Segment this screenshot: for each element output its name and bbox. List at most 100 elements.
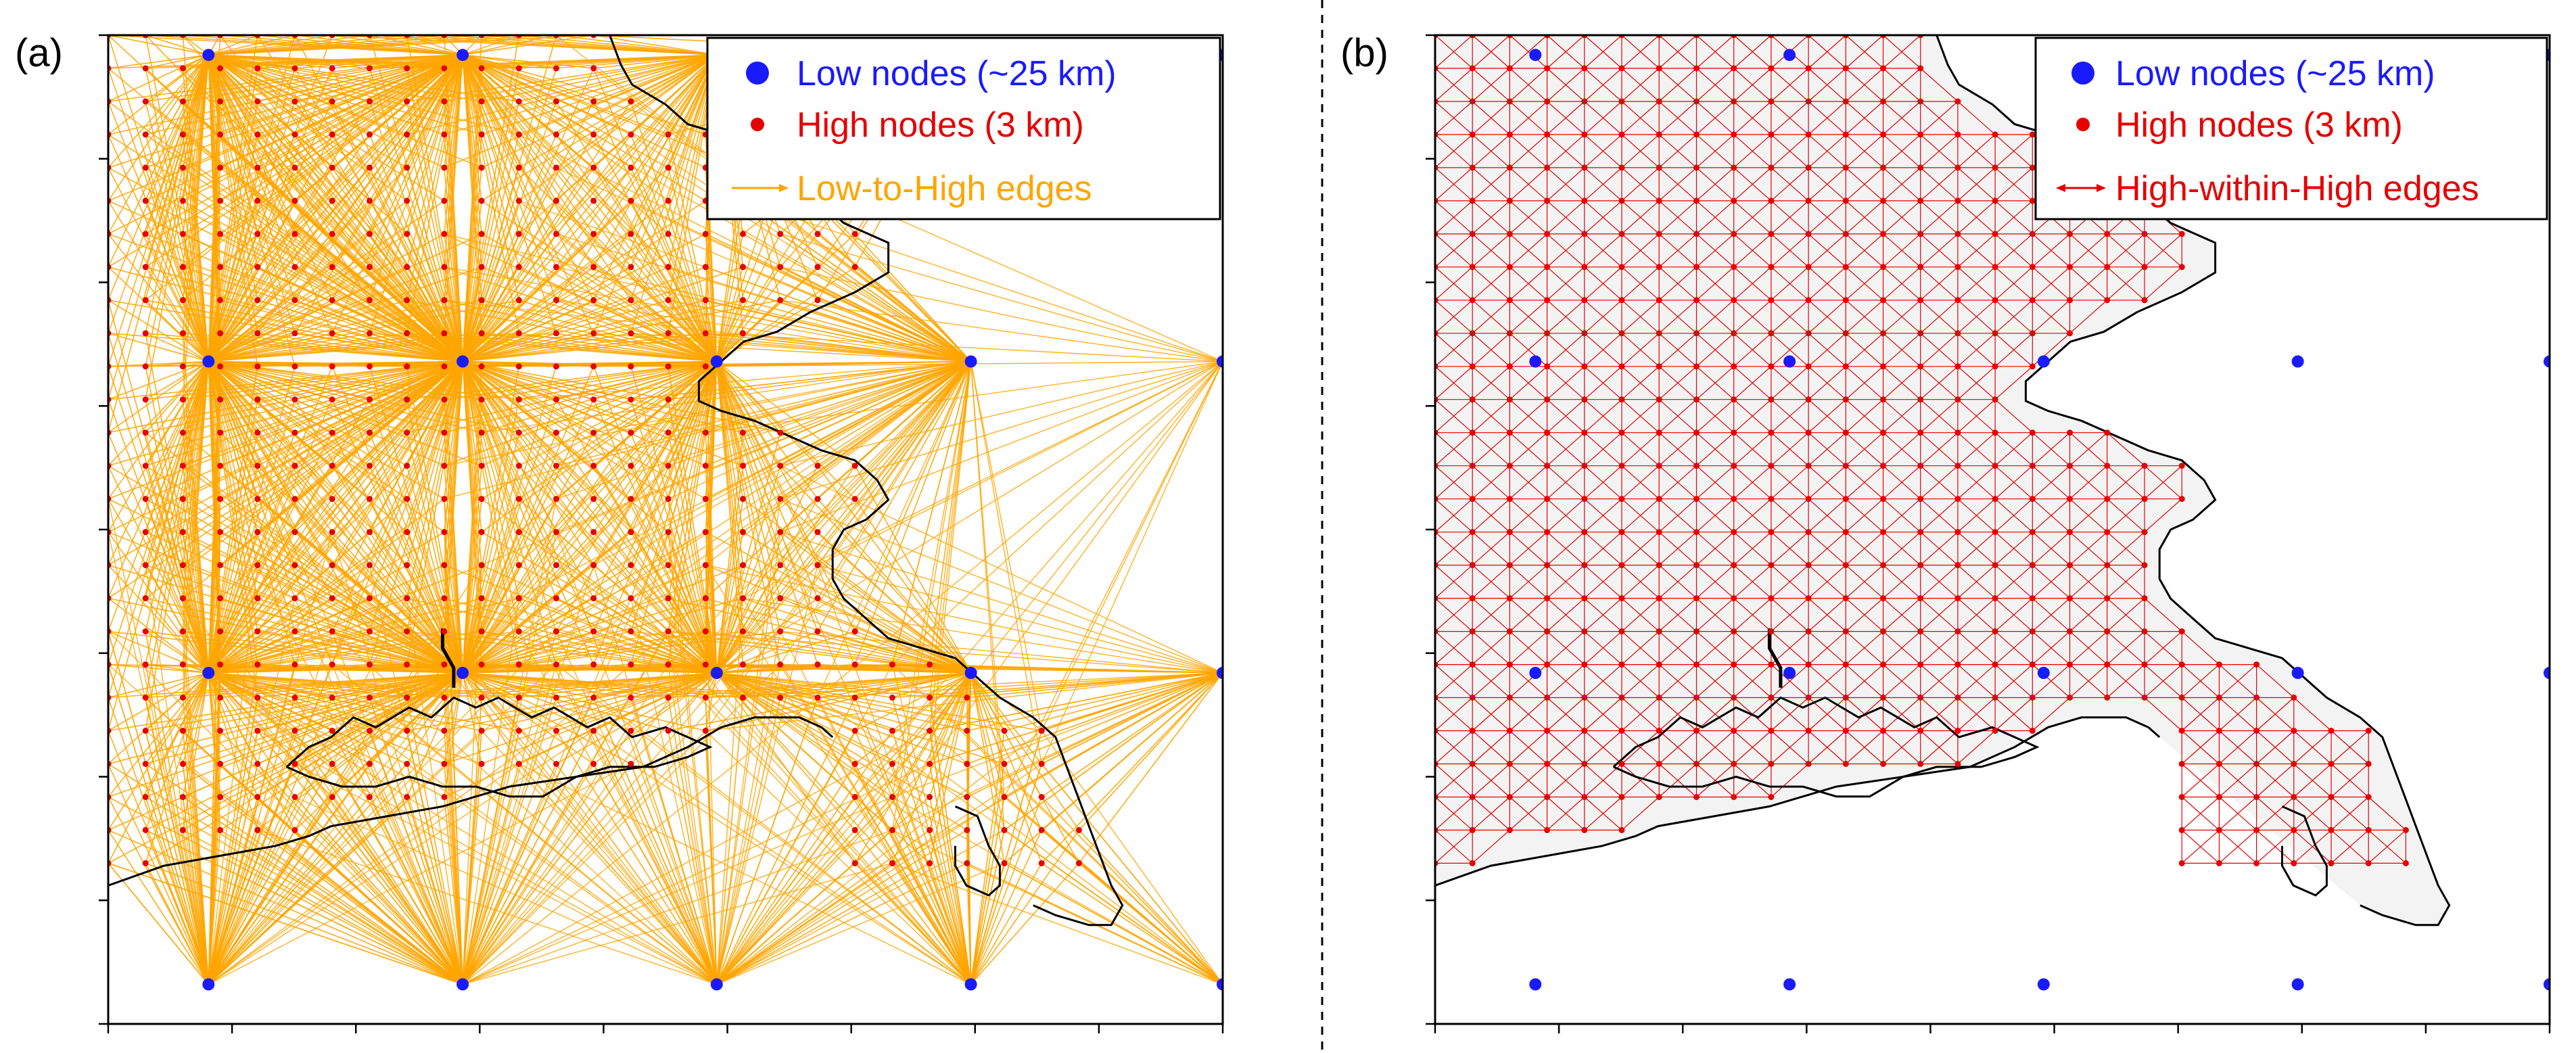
low-to-high-edge bbox=[108, 862, 463, 985]
low-to-high-edge bbox=[462, 664, 557, 985]
low-to-high-edge bbox=[463, 333, 743, 362]
high-within-high-edge bbox=[1883, 200, 1921, 235]
low-to-high-edge bbox=[444, 360, 971, 467]
high-node bbox=[515, 595, 522, 602]
low-to-high-edge bbox=[108, 167, 210, 362]
low-to-high-edge bbox=[444, 55, 463, 168]
high-node bbox=[329, 131, 335, 138]
low-to-high-edge bbox=[462, 54, 743, 168]
low-to-high-edge bbox=[716, 862, 893, 985]
high-node bbox=[1469, 695, 1476, 701]
high-node bbox=[179, 529, 186, 536]
low-to-high-edge bbox=[462, 631, 781, 985]
high-node bbox=[1544, 297, 1551, 304]
high-node bbox=[1618, 728, 1625, 734]
high-within-high-edge bbox=[2107, 664, 2145, 698]
high-node bbox=[2104, 595, 2111, 602]
low-to-high-edge bbox=[182, 167, 463, 362]
low-to-high-edge bbox=[145, 361, 210, 665]
low-to-high-edge bbox=[892, 862, 1223, 985]
high-node bbox=[404, 562, 411, 569]
low-to-high-edge bbox=[462, 54, 594, 301]
low-to-high-edge bbox=[108, 597, 209, 674]
low-to-high-edge bbox=[462, 672, 557, 732]
high-within-high-edge bbox=[1883, 399, 1921, 434]
high-node bbox=[740, 231, 746, 237]
high-node bbox=[1880, 363, 1886, 370]
low-to-high-edge bbox=[183, 672, 463, 732]
high-within-high-edge bbox=[1808, 697, 1846, 731]
high-node bbox=[1581, 463, 1588, 469]
high-within-high-edge bbox=[2368, 797, 2406, 830]
high-within-high-edge bbox=[1621, 333, 1660, 367]
low-to-high-edge bbox=[555, 664, 718, 985]
high-within-high-edge bbox=[1771, 101, 1809, 135]
high-within-high-edge bbox=[1509, 565, 1547, 599]
low-to-high-edge bbox=[462, 35, 519, 55]
low-to-high-edge bbox=[208, 54, 408, 235]
low-to-high-edge bbox=[208, 55, 258, 300]
low-to-high-edge bbox=[208, 360, 445, 533]
high-node bbox=[1581, 529, 1588, 536]
low-to-high-edge bbox=[462, 54, 669, 268]
high-node bbox=[2178, 661, 2185, 668]
low-to-high-edge bbox=[481, 54, 718, 135]
low-to-high-edge bbox=[462, 598, 632, 985]
high-node bbox=[814, 562, 821, 569]
high-node bbox=[441, 761, 448, 767]
high-node bbox=[478, 363, 485, 370]
high-within-high-edge bbox=[2069, 233, 2108, 268]
high-within-high-edge bbox=[1509, 764, 1547, 797]
high-node bbox=[1506, 562, 1513, 569]
high-node bbox=[142, 496, 149, 502]
high-node bbox=[553, 131, 559, 138]
high-node bbox=[889, 794, 895, 800]
low-to-high-edge bbox=[462, 360, 706, 434]
low-to-high-edge bbox=[208, 697, 594, 985]
high-node bbox=[291, 728, 298, 734]
low-to-high-edge bbox=[462, 361, 594, 566]
high-node bbox=[2253, 728, 2260, 734]
high-node bbox=[1768, 164, 1775, 171]
low-to-high-edge bbox=[462, 796, 893, 985]
low-to-high-edge bbox=[208, 361, 333, 665]
high-node bbox=[1917, 231, 1924, 237]
low-to-high-edge bbox=[966, 672, 1223, 699]
high-within-high-edge bbox=[1584, 532, 1622, 566]
high-node bbox=[553, 628, 559, 635]
high-node bbox=[553, 197, 559, 204]
high-within-high-edge bbox=[1696, 35, 1735, 69]
low-to-high-edge bbox=[462, 360, 669, 533]
high-node bbox=[1469, 761, 1476, 767]
high-node bbox=[665, 363, 672, 370]
high-node bbox=[2067, 628, 2073, 635]
low-to-high-edge bbox=[294, 54, 463, 268]
low-to-high-edge bbox=[369, 730, 718, 985]
high-within-high-edge bbox=[1547, 764, 1585, 797]
high-node bbox=[1693, 264, 1700, 271]
high-node bbox=[1731, 330, 1737, 337]
low-to-high-edge bbox=[406, 597, 717, 674]
high-node bbox=[1656, 264, 1662, 271]
high-node bbox=[1731, 396, 1737, 403]
low-to-high-edge bbox=[294, 361, 463, 599]
high-node bbox=[179, 363, 186, 370]
low-to-high-edge bbox=[481, 54, 718, 202]
low-to-high-edge bbox=[369, 565, 463, 985]
low-to-high-edge bbox=[705, 565, 972, 985]
low-to-high-edge bbox=[970, 797, 1042, 985]
low-to-high-edge bbox=[817, 266, 972, 362]
high-node bbox=[1656, 695, 1662, 701]
low-to-high-edge bbox=[519, 360, 971, 400]
high-node bbox=[628, 98, 634, 105]
high-node bbox=[1992, 529, 1998, 536]
high-within-high-edge bbox=[1994, 697, 2033, 731]
low-to-high-edge bbox=[518, 266, 718, 362]
low-to-high-edge bbox=[716, 432, 744, 674]
high-within-high-edge bbox=[1658, 498, 1697, 533]
high-node bbox=[1001, 794, 1008, 800]
high-node bbox=[291, 628, 298, 635]
high-node bbox=[1469, 363, 1476, 370]
high-node bbox=[291, 131, 298, 138]
high-within-high-edge bbox=[1771, 200, 1809, 235]
